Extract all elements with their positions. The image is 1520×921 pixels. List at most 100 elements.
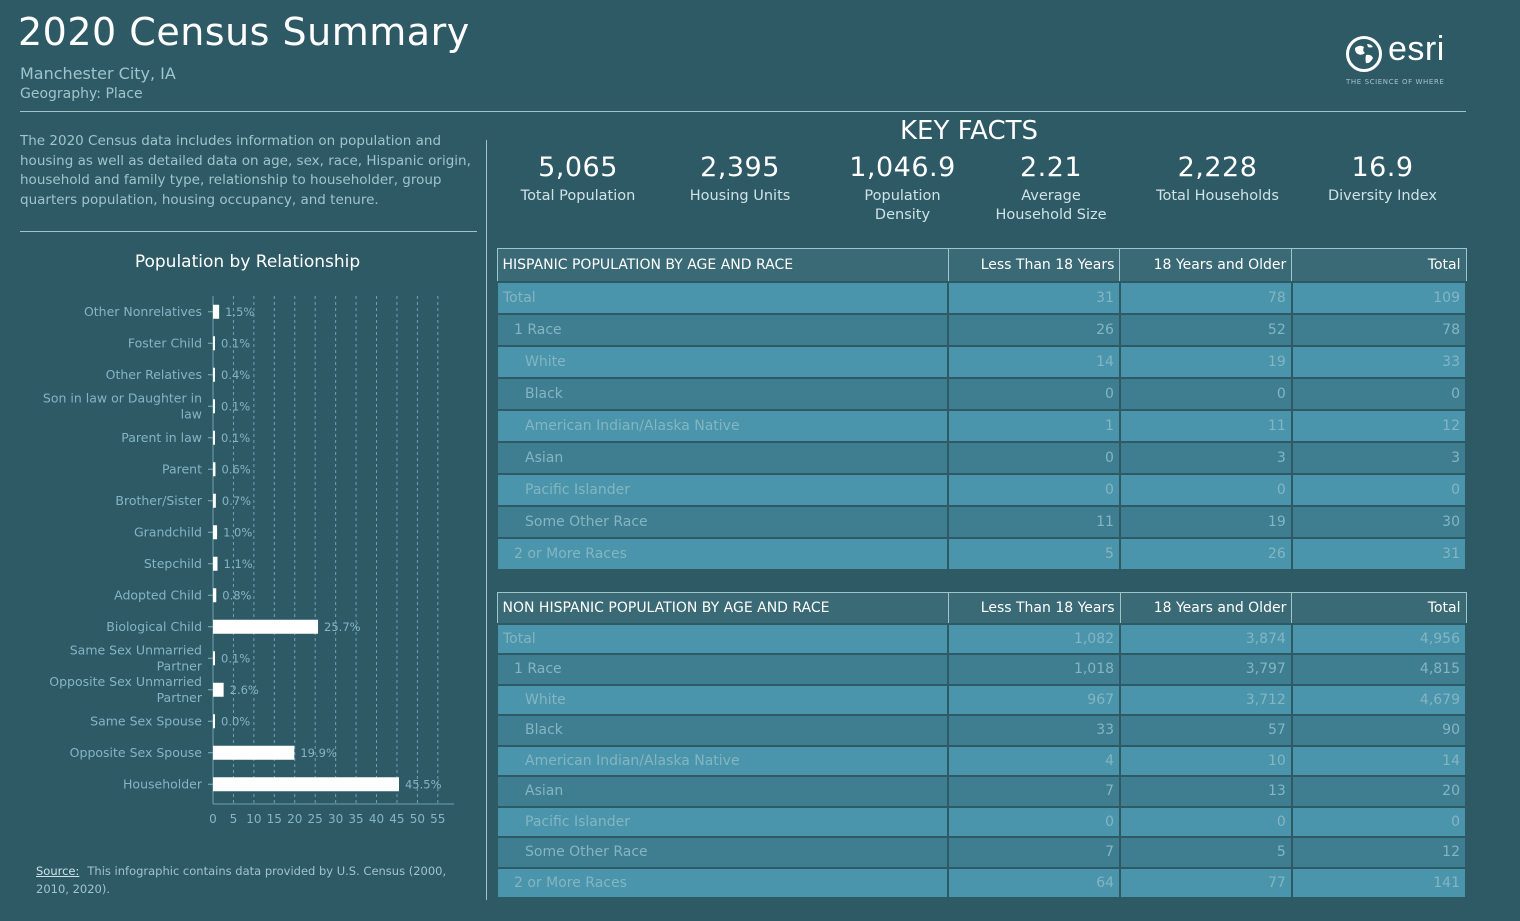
- table-cell: 4,679: [1290, 683, 1468, 716]
- table-cell: 1: [947, 408, 1121, 443]
- table-cell: 0: [947, 376, 1121, 411]
- table-row: American Indian/Alaska Native 4 10 14: [495, 744, 1468, 777]
- table-cell: 0: [1290, 805, 1468, 838]
- logo-wordmark: esri: [1388, 30, 1445, 68]
- value-label: 0.1%: [221, 651, 250, 665]
- x-tick-label: 40: [369, 812, 384, 826]
- fact-label: Housing Units: [689, 188, 791, 204]
- row-label: American Indian/Alaska Native: [495, 408, 950, 443]
- table-cell: 77: [1119, 866, 1293, 899]
- table-cell: 4: [947, 744, 1122, 777]
- bar: [213, 462, 216, 477]
- bar: [213, 399, 215, 414]
- category-label: Partner: [157, 658, 203, 673]
- value-label: 0.6%: [221, 462, 250, 476]
- table-row: 1 Race 1,018 3,797 4,815: [495, 653, 1468, 686]
- table-cell: 14: [1290, 744, 1468, 777]
- table-cell: 31: [947, 280, 1121, 315]
- table-cell: 1,018: [947, 653, 1122, 686]
- value-label: 0.1%: [221, 431, 250, 445]
- table-cell: 11: [947, 504, 1121, 539]
- esri-logo[interactable]: esri THE SCIENCE OF WHERE: [1344, 30, 1469, 92]
- source-text: This infographic contains data provided …: [36, 864, 447, 896]
- fact-value: 2,228: [1177, 152, 1258, 183]
- table-header-cell: 18 Years and Older: [1119, 592, 1293, 624]
- column-divider: [486, 140, 487, 900]
- row-label: 2 or More Races: [495, 866, 950, 899]
- fact-label: Total Households: [1156, 188, 1279, 204]
- source-label: Source:: [36, 864, 80, 878]
- fact-value: 2,395: [700, 152, 780, 183]
- bar: [213, 588, 217, 603]
- table-row: 2 or More Races 64 77 141: [495, 866, 1468, 899]
- table-cell: 12: [1290, 408, 1468, 443]
- value-label: 25.7%: [324, 620, 361, 634]
- category-label: Foster Child: [128, 335, 202, 350]
- table-cell: 64: [947, 866, 1122, 899]
- category-label: law: [181, 406, 202, 421]
- row-label: Black: [495, 714, 950, 747]
- table-cell: 12: [1290, 836, 1468, 869]
- chart-title: Population by Relationship: [134, 252, 361, 272]
- x-tick-label: 25: [308, 812, 323, 826]
- fact-total-households: 2,228 Total Households: [1140, 152, 1295, 206]
- table-row: Pacific Islander 0 0 0: [495, 805, 1468, 838]
- table-cell: 11: [1118, 408, 1293, 443]
- value-label: 0.8%: [222, 588, 251, 602]
- value-label: 0.0%: [221, 714, 250, 728]
- table-header-cell: HISPANIC POPULATION BY AGE AND RACE: [496, 248, 949, 282]
- category-label: Grandchild: [134, 524, 202, 539]
- row-label: White: [495, 683, 950, 716]
- row-label: Some Other Race: [495, 504, 950, 539]
- value-label: 45.5%: [405, 777, 442, 791]
- fact-population-density: 1,046.9 Population Density: [845, 152, 960, 225]
- row-label: Total: [495, 280, 950, 315]
- fact-housing-units: 2,395 Housing Units: [670, 152, 810, 206]
- table-row: 2 or More Races 5 26 31: [495, 536, 1468, 571]
- table-cell: 3,712: [1119, 683, 1293, 716]
- x-tick-label: 20: [287, 812, 302, 826]
- table-cell: 78: [1290, 312, 1468, 347]
- x-tick-label: 10: [246, 812, 261, 826]
- page-title: 2020 Census Summary: [18, 10, 470, 54]
- bar: [213, 493, 216, 508]
- table-cell: 78: [1118, 280, 1293, 315]
- source-note: Source: This infographic contains data pr…: [36, 862, 456, 898]
- category-label: Partner: [157, 690, 203, 705]
- table-row: 1 Race 26 52 78: [495, 312, 1468, 347]
- table-header-row: HISPANIC POPULATION BY AGE AND RACE Less…: [496, 248, 1467, 282]
- value-label: 0.4%: [221, 368, 250, 382]
- row-label: Asian: [495, 775, 950, 808]
- table-cell: 5: [947, 536, 1121, 571]
- row-label: White: [495, 344, 950, 379]
- category-label: Opposite Sex Spouse: [70, 745, 203, 760]
- row-label: 1 Race: [495, 312, 950, 347]
- logo-tagline: THE SCIENCE OF WHERE: [1346, 78, 1445, 86]
- bar: [213, 430, 215, 445]
- table-cell: 4,815: [1290, 653, 1468, 686]
- value-label: 19.9%: [300, 746, 337, 760]
- fact-label: Average Household Size: [995, 188, 1107, 223]
- table-cell: 19: [1118, 504, 1293, 539]
- table-cell: 7: [947, 836, 1122, 869]
- row-label: Asian: [495, 440, 950, 475]
- row-label: Pacific Islander: [495, 472, 950, 507]
- table-cell: 0: [1118, 472, 1293, 507]
- x-tick-label: 35: [348, 812, 363, 826]
- category-label: Opposite Sex Unmarried: [49, 674, 202, 689]
- table-cell: 967: [947, 683, 1122, 716]
- table-cell: 109: [1290, 280, 1468, 315]
- table-cell: 0: [1290, 376, 1468, 411]
- intro-text: The 2020 Census data includes informatio…: [20, 133, 471, 208]
- table-row: Asian 0 3 3: [495, 440, 1468, 475]
- x-tick-label: 0: [209, 812, 217, 826]
- fact-average-household-size: 2.21 Average Household Size: [985, 152, 1117, 225]
- table-cell: 31: [1290, 536, 1468, 571]
- row-label: Total: [495, 622, 950, 655]
- table-row: Total 31 78 109: [495, 280, 1468, 315]
- x-tick-label: 55: [430, 812, 445, 826]
- table-cell: 3,797: [1119, 653, 1293, 686]
- table-cell: 10: [1119, 744, 1293, 777]
- fact-value: 1,046.9: [849, 152, 956, 183]
- table-row: Some Other Race 7 5 12: [495, 836, 1468, 869]
